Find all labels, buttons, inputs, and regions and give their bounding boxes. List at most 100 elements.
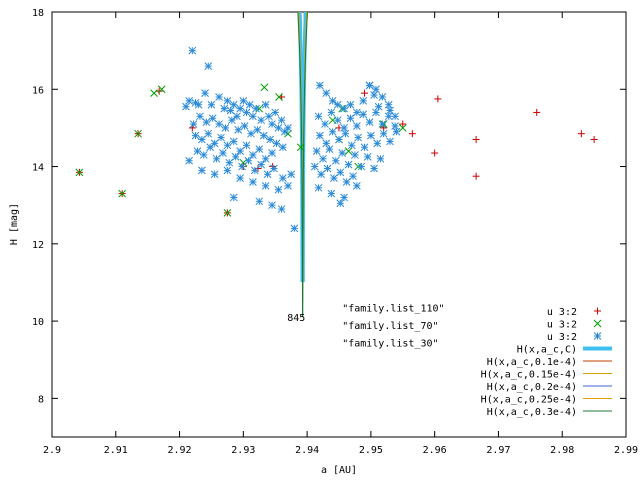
point-star bbox=[239, 97, 248, 105]
point-star bbox=[249, 112, 257, 121]
point-star bbox=[344, 160, 353, 169]
point-star bbox=[244, 156, 253, 165]
legend-label: H(x,a_c,0.25e-4) bbox=[481, 395, 577, 406]
point-star bbox=[193, 147, 202, 155]
point-plus bbox=[472, 172, 480, 180]
point-star bbox=[202, 118, 211, 126]
curve-left bbox=[300, 12, 304, 225]
point-star bbox=[372, 85, 380, 94]
point-star bbox=[347, 141, 356, 150]
point-star bbox=[215, 93, 223, 101]
point-star bbox=[328, 127, 337, 136]
point-star bbox=[257, 160, 266, 169]
point-star bbox=[327, 189, 336, 198]
point-star bbox=[287, 170, 296, 179]
point-cross bbox=[223, 209, 232, 217]
point-cross bbox=[344, 147, 353, 155]
point-star bbox=[229, 100, 238, 109]
point-star bbox=[249, 178, 257, 186]
point-star bbox=[314, 112, 323, 121]
data-points bbox=[75, 46, 598, 233]
point-star bbox=[255, 197, 264, 206]
point-star bbox=[349, 172, 357, 181]
point-cross bbox=[75, 168, 84, 177]
point-star bbox=[204, 129, 213, 138]
point-star bbox=[391, 122, 399, 130]
point-star bbox=[284, 124, 292, 132]
point-star bbox=[194, 100, 203, 109]
legend-label: H(x,a_c,C) bbox=[517, 345, 577, 356]
point-star bbox=[346, 114, 355, 123]
annotation-family-label: "family.list_110" bbox=[342, 304, 444, 315]
x-tick-label: 2.98 bbox=[550, 445, 574, 456]
legend-label: u 3:2 bbox=[547, 332, 577, 343]
point-star bbox=[277, 116, 286, 125]
point-star bbox=[234, 125, 243, 134]
point-star bbox=[314, 183, 323, 192]
point-star bbox=[252, 104, 260, 113]
point-star bbox=[340, 124, 348, 132]
point-star bbox=[199, 151, 208, 159]
point-star bbox=[354, 133, 362, 142]
point-star bbox=[221, 124, 230, 132]
point-star bbox=[274, 185, 283, 194]
point-star bbox=[323, 164, 332, 173]
point-cross bbox=[275, 93, 283, 101]
point-star bbox=[310, 162, 319, 171]
legend-label: u 3:2 bbox=[547, 320, 577, 331]
point-plus bbox=[408, 130, 416, 138]
point-star bbox=[266, 135, 274, 144]
point-star bbox=[327, 108, 336, 117]
point-star bbox=[219, 149, 227, 157]
point-star bbox=[290, 224, 299, 233]
point-star bbox=[342, 178, 351, 186]
point-star bbox=[351, 151, 359, 159]
point-star bbox=[201, 89, 209, 97]
point-star bbox=[272, 139, 281, 148]
point-star bbox=[208, 114, 217, 123]
point-star bbox=[316, 131, 324, 140]
point-star bbox=[225, 158, 234, 167]
point-star bbox=[247, 129, 255, 138]
point-star bbox=[236, 174, 244, 182]
point-star bbox=[242, 141, 251, 150]
legend: u 3:2u 3:2u 3:2H(x,a_c,C)H(x,a_c,0.1e-4)… bbox=[481, 307, 612, 418]
curve-right bbox=[302, 12, 306, 257]
point-star bbox=[261, 154, 270, 163]
point-cross bbox=[157, 85, 166, 94]
point-cross bbox=[260, 83, 269, 92]
curve-left bbox=[298, 12, 304, 302]
point-star bbox=[353, 122, 361, 130]
point-star bbox=[210, 170, 219, 179]
x-tick-label: 2.91 bbox=[104, 445, 128, 456]
curve-left bbox=[297, 12, 305, 283]
x-tick-label: 2.94 bbox=[295, 445, 319, 456]
point-star bbox=[340, 104, 348, 113]
point-star bbox=[353, 182, 361, 190]
point-star bbox=[341, 129, 350, 138]
point-star bbox=[242, 108, 251, 117]
point-star bbox=[378, 120, 387, 128]
point-plus bbox=[472, 136, 480, 143]
point-star bbox=[231, 153, 240, 161]
point-star bbox=[249, 151, 257, 159]
point-star bbox=[220, 104, 229, 113]
point-star bbox=[370, 91, 378, 99]
point-star bbox=[240, 122, 249, 130]
point-star bbox=[312, 147, 321, 155]
point-star bbox=[185, 156, 193, 165]
curve-left bbox=[297, 12, 304, 317]
point-star bbox=[365, 118, 374, 126]
point-star bbox=[384, 112, 393, 121]
point-star bbox=[223, 141, 232, 150]
point-star bbox=[325, 145, 334, 154]
point-cross bbox=[593, 319, 602, 328]
legend-label: H(x,a_c,0.15e-4) bbox=[481, 370, 577, 381]
point-cross bbox=[150, 89, 158, 97]
point-star bbox=[367, 131, 375, 140]
point-star bbox=[196, 112, 204, 121]
point-star bbox=[250, 166, 259, 175]
point-star bbox=[259, 131, 268, 140]
point-star bbox=[365, 81, 374, 90]
x-tick-label: 2.96 bbox=[423, 445, 447, 456]
